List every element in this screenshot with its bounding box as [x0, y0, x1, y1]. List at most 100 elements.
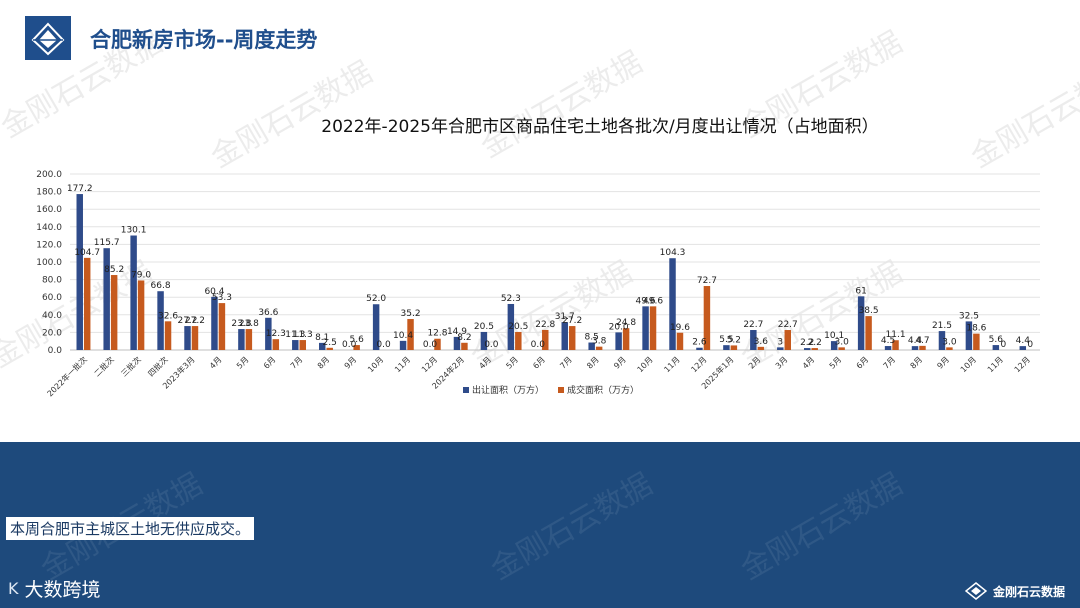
data-label: 52.0 — [366, 294, 386, 304]
bar-supply — [184, 326, 191, 350]
x-tick-label: 7月 — [289, 355, 305, 371]
bar-deal — [703, 286, 711, 350]
data-label: 53.3 — [212, 293, 232, 303]
data-label: 49.6 — [636, 296, 656, 306]
page-title: 合肥新房市场--周度走势 — [90, 28, 318, 52]
bar-deal — [838, 347, 845, 350]
legend-label: 成交面积（万方） — [567, 384, 639, 396]
y-tick-label: 120.0 — [36, 240, 62, 250]
bar-deal — [191, 326, 199, 350]
data-label: 5.2 — [727, 335, 741, 345]
data-label: 2.2 — [800, 338, 814, 348]
x-tick-label: 三批次 — [119, 354, 143, 378]
data-label: 32.6 — [158, 311, 178, 321]
data-label: 5.6 — [349, 335, 364, 345]
bar-supply — [238, 329, 245, 350]
bar-chart: 0.0 20.0 40.0 60.0 80.0 100.0 120.0 140.0 160.0 1… — [36, 170, 1040, 398]
bar-deal — [865, 316, 872, 350]
data-label: 177.2 — [67, 184, 93, 194]
y-tick-label: 180.0 — [36, 188, 62, 198]
x-tick-label: 9月 — [612, 355, 628, 371]
data-label: 0.0 — [376, 340, 391, 350]
legend-swatch — [463, 387, 469, 393]
bar-supply — [157, 291, 164, 350]
header: 合肥新房市场--周度走势 — [0, 0, 1080, 70]
data-label: 11.1 — [886, 330, 906, 340]
data-label: 21.5 — [932, 321, 952, 331]
data-label: 3 — [777, 337, 783, 347]
data-label: 11.3 — [285, 330, 305, 340]
summary-text: 本周合肥市主城区土地无供应成交。 — [6, 517, 255, 540]
bar-deal — [649, 306, 657, 350]
bar-deal — [784, 330, 791, 350]
grid-lines — [70, 173, 1040, 351]
bar-supply — [642, 306, 649, 350]
x-tick-label: 7月 — [558, 355, 574, 371]
bar-supply — [399, 340, 407, 350]
x-tick-label: 10月 — [366, 355, 385, 374]
data-label: 79.0 — [131, 270, 151, 280]
x-tick-label: 2月 — [747, 355, 763, 371]
x-tick-label: 11月 — [393, 355, 412, 374]
data-label: 10.4 — [393, 331, 413, 341]
x-tick-label: 二批次 — [92, 354, 116, 378]
brand-left-name: 大数跨境 — [24, 578, 101, 601]
x-tick-label: 四批次 — [146, 354, 170, 378]
x-tick-label: 12月 — [420, 355, 439, 374]
x-tick-label: 2022年一批次 — [45, 354, 89, 398]
y-tick-label: 0.0 — [48, 346, 63, 356]
bar-supply — [1019, 346, 1027, 350]
bar-supply — [669, 258, 676, 350]
data-label: 20.5 — [474, 322, 494, 332]
data-label: 0.0 — [423, 340, 438, 350]
data-label: 36.6 — [258, 308, 278, 318]
data-label: 3.6 — [754, 337, 769, 347]
bar-supply — [884, 346, 892, 350]
data-label: 130.1 — [121, 226, 147, 236]
bar-supply — [696, 347, 703, 350]
brand-left-logo-icon: K — [8, 578, 19, 598]
bar-supply — [265, 317, 272, 350]
x-tick-label: 4月 — [208, 355, 224, 371]
data-label: 66.8 — [151, 281, 171, 291]
bar-deal — [353, 345, 360, 350]
bar-supply — [938, 331, 946, 350]
brand-right: 金刚石云数据 — [965, 580, 1065, 602]
bar-deal — [568, 326, 576, 350]
legend-label: 出让面积（万方） — [472, 384, 544, 396]
bar-supply — [561, 322, 568, 350]
bar-deal — [461, 342, 468, 350]
bar-deal — [245, 329, 253, 350]
bar-supply — [723, 345, 730, 350]
data-label: 8.5 — [585, 333, 599, 343]
data-label: 31.7 — [555, 312, 575, 322]
bar-supply — [830, 341, 838, 350]
data-label: 20.0 — [609, 322, 629, 332]
bar-supply — [615, 332, 622, 350]
data-label: 38.5 — [859, 306, 879, 316]
data-label: 10.1 — [824, 331, 844, 341]
data-label: 22.7 — [743, 320, 763, 330]
bar-deal — [218, 303, 226, 350]
data-label: 4.5 — [881, 336, 895, 346]
x-tick-label: 7月 — [882, 355, 898, 371]
bar-deal — [595, 346, 603, 350]
y-tick-label: 140.0 — [36, 223, 62, 233]
data-label: 0.0 — [531, 340, 546, 350]
data-label: 2.6 — [692, 338, 707, 348]
bar-supply — [507, 303, 515, 350]
y-tick-label: 200.0 — [36, 170, 62, 180]
legend: 出让面积（万方） 成交面积（万方） — [463, 384, 639, 396]
diamond-logo-icon — [965, 582, 987, 600]
bar-deal — [299, 340, 306, 350]
data-label: 11.3 — [293, 330, 313, 340]
data-label: 52.3 — [501, 294, 521, 304]
data-label: 5.5 — [719, 335, 733, 345]
y-tick-label: 60.0 — [42, 293, 62, 303]
x-tick-label: 6月 — [531, 355, 547, 371]
x-tick-label: 4月 — [477, 355, 493, 371]
data-label: 0 — [1027, 340, 1033, 350]
data-label: 19.6 — [670, 323, 690, 333]
data-label: 27.2 — [562, 316, 582, 326]
data-label: 85.2 — [104, 265, 124, 275]
